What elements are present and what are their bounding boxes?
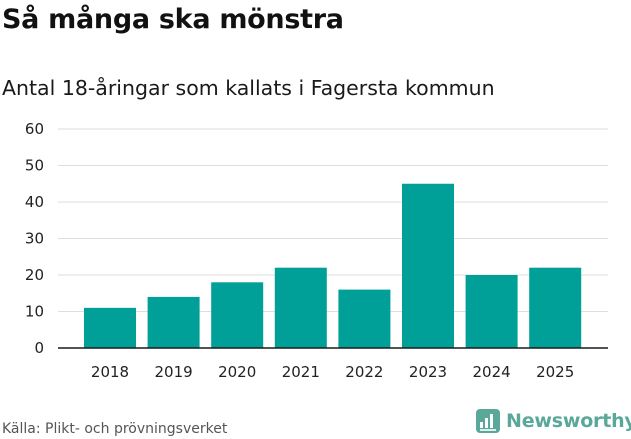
y-tick-label: 50 (25, 157, 44, 175)
bar-2025 (529, 267, 582, 348)
newsworthy-logo-icon (476, 409, 500, 433)
bar-2019 (147, 296, 200, 348)
x-tick-label: 2025 (536, 363, 574, 381)
y-tick-label: 30 (25, 230, 44, 248)
y-tick-label: 60 (25, 120, 44, 138)
bars (84, 183, 582, 348)
y-tick-label: 40 (25, 193, 44, 211)
y-tick-label: 0 (34, 339, 44, 357)
bar-2024 (465, 275, 518, 348)
x-tick-label: 2020 (218, 363, 256, 381)
bar-2022 (338, 289, 391, 348)
y-axis-tick-labels: 0 10 20 30 40 50 60 (25, 120, 44, 357)
source-note: Källa: Plikt- och prövningsverket (2, 421, 228, 437)
chart-subtitle: Antal 18-åringar som kallats i Fagersta … (2, 76, 495, 100)
x-tick-label: 2023 (409, 363, 447, 381)
x-tick-label: 2022 (345, 363, 383, 381)
chart-title: Så många ska mönstra (2, 4, 344, 35)
bar-2018 (84, 307, 136, 348)
x-tick-label: 2018 (91, 363, 129, 381)
x-axis-tick-labels: 2018 2019 2020 2021 2022 2023 2024 2025 (91, 363, 574, 381)
bar-2023 (402, 183, 454, 348)
x-tick-label: 2024 (473, 363, 511, 381)
brand-name: Newsworthy (506, 410, 631, 432)
y-tick-label: 10 (25, 303, 44, 321)
grid-lines (58, 128, 608, 312)
bar-2021 (274, 267, 327, 348)
bar-2020 (211, 282, 264, 348)
y-tick-label: 20 (25, 266, 44, 284)
brand-logo: Newsworthy (476, 409, 631, 433)
x-tick-label: 2019 (155, 363, 193, 381)
x-tick-label: 2021 (282, 363, 320, 381)
